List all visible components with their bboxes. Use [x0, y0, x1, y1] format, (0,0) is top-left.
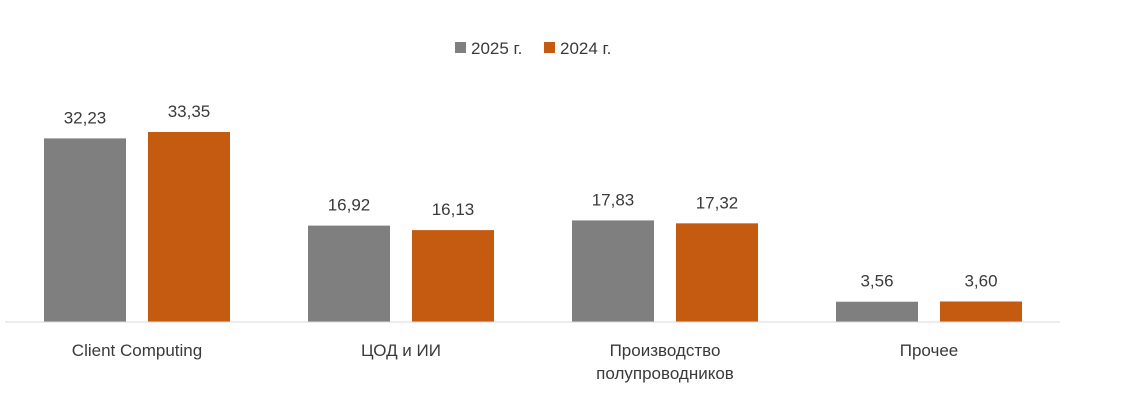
bar-series2-cat2	[412, 230, 494, 322]
legend-swatch	[455, 42, 466, 53]
bar-series2-cat4	[940, 301, 1022, 322]
category-label: Прочее	[900, 341, 959, 360]
bar-series2-cat3	[676, 223, 758, 322]
data-label: 16,13	[432, 200, 475, 219]
data-label: 3,60	[964, 271, 997, 290]
data-label: 17,83	[592, 190, 635, 209]
bar-series2-cat1	[148, 132, 230, 322]
legend-swatch	[544, 42, 555, 53]
legend-label: 2025 г.	[471, 39, 522, 58]
data-label: 32,23	[64, 108, 107, 127]
legend-label: 2024 г.	[560, 39, 611, 58]
data-label: 33,35	[168, 102, 211, 121]
legend: 2025 г. 2024 г.	[455, 39, 611, 58]
bars: 32,23 33,35 16,92 16,13 17,83 17,32 3,56 3,60	[44, 102, 1022, 322]
data-label: 16,92	[328, 196, 371, 215]
data-label: 17,32	[696, 193, 739, 212]
category-labels: Client Computing ЦОД и ИИ Производство полу…	[72, 341, 958, 383]
bar-series1-cat3	[572, 220, 654, 322]
category-label: Client Computing	[72, 341, 202, 360]
category-label: полупроводников	[596, 364, 734, 383]
bar-series1-cat1	[44, 138, 126, 322]
category-label: Производство	[610, 341, 721, 360]
category-label: ЦОД и ИИ	[361, 341, 441, 360]
data-label: 3,56	[860, 272, 893, 291]
bar-series1-cat2	[308, 225, 390, 322]
bar-series1-cat4	[836, 301, 918, 322]
